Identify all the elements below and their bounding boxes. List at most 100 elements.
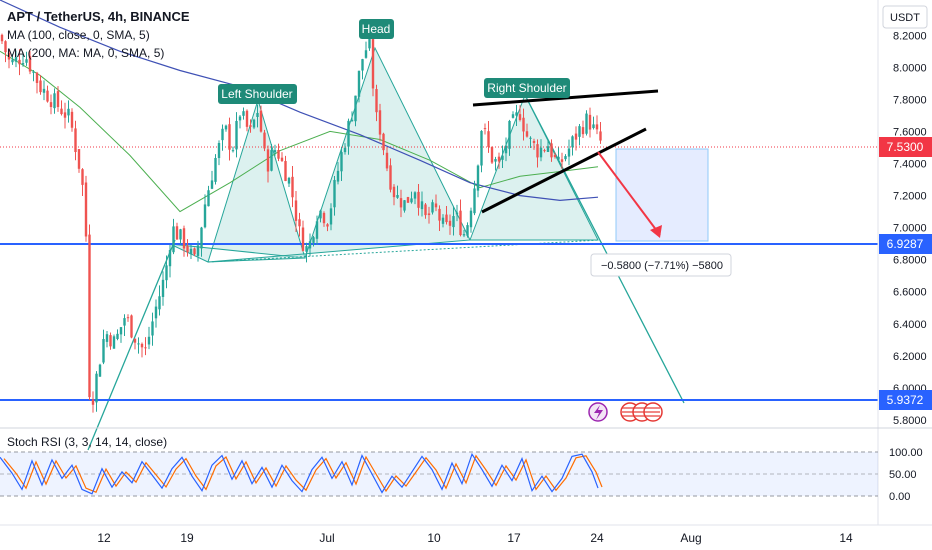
candle-body (494, 159, 497, 162)
candle-body (469, 210, 473, 228)
candle-body (431, 202, 434, 213)
candle-body (245, 110, 249, 127)
candle-body (438, 208, 441, 221)
pattern-group (87, 46, 685, 451)
candle-body (175, 226, 179, 240)
candle-body (543, 150, 546, 152)
price-tick-label: 7.8000 (893, 94, 927, 106)
candle-body (322, 212, 326, 224)
candle-body (382, 133, 385, 151)
candle-body (228, 124, 231, 150)
candle-body (14, 56, 18, 62)
label-head: Head (362, 22, 391, 36)
candle-body (179, 229, 182, 240)
measure-arrow-head (650, 225, 662, 238)
candle-body (256, 112, 259, 117)
candle-body (235, 120, 238, 150)
candle-body (88, 234, 91, 398)
candle-body (427, 213, 431, 216)
candle-body (508, 120, 511, 149)
price-axis-ticks: 8.2000 8.0000 7.8000 7.6000 7.4000 7.2000 7.00… (893, 30, 927, 427)
candle-body (287, 177, 291, 184)
candle-body (385, 152, 389, 169)
candle-body (455, 212, 459, 215)
us-flag-stripes (622, 407, 660, 417)
candle-body (193, 248, 196, 255)
currency-box[interactable] (882, 5, 928, 29)
candle-body (214, 157, 217, 182)
candle-body (599, 131, 602, 141)
candle-body (343, 147, 347, 153)
price-tick-label: 7.2000 (893, 191, 927, 203)
candle-body (487, 131, 490, 147)
candle-body (56, 91, 60, 107)
candle-body (588, 114, 592, 130)
candle-body (483, 128, 487, 130)
candle-body (263, 132, 266, 149)
stoch-rsi-pane[interactable]: 100.00 50.00 0.00 Stoch RSI (3, 3, 14, 14,… (0, 427, 932, 503)
candle-body (154, 306, 158, 319)
candle-body (74, 128, 77, 153)
candle-body (168, 249, 172, 267)
wedge-lower-line[interactable] (481, 127, 647, 214)
candle-body (459, 210, 462, 236)
event-markers[interactable] (588, 402, 663, 422)
candle-body (504, 145, 508, 154)
measure-tooltip-box (590, 253, 732, 277)
candle-body (396, 194, 399, 198)
candle-body (67, 108, 70, 116)
candle-body (399, 198, 403, 208)
candle-body (564, 156, 567, 160)
candle-body (462, 234, 466, 236)
candle-body (319, 210, 322, 219)
candle-body (410, 198, 413, 203)
candle-body (60, 108, 63, 115)
candle-body (347, 120, 350, 147)
candle-body (308, 241, 312, 249)
candle-body (182, 228, 186, 249)
price-tick-label: 7.6000 (893, 126, 927, 138)
price-axis[interactable]: 8.2000 8.0000 7.8000 7.6000 7.4000 7.2000 7.00… (877, 0, 932, 525)
pattern-neck-dotted (207, 239, 601, 263)
candle-body (364, 50, 368, 58)
stoch-tick-label: 50.00 (889, 469, 917, 481)
candle-body (574, 133, 578, 140)
candle-body (298, 219, 301, 227)
candle-body (39, 80, 42, 93)
candle-body (165, 265, 168, 281)
candle-body (525, 131, 529, 137)
ma100-legend[interactable]: MA (100, close, 0, SMA, 5) (7, 28, 150, 42)
candle-body (546, 146, 550, 152)
ma200-legend[interactable]: MA (200, MA: MA, 0, SMA, 5) (7, 46, 164, 60)
current-price-badge (879, 137, 932, 157)
time-axis[interactable]: 12 19 Jul 10 17 24 Aug 14 (0, 524, 932, 545)
stoch-tick-label: 100.00 (889, 447, 923, 459)
candle-body (63, 112, 67, 118)
candle-body (557, 156, 560, 160)
time-tick-label: 19 (180, 531, 194, 545)
candle-body (550, 143, 553, 158)
candle-body (70, 111, 74, 128)
candle-body (361, 59, 364, 71)
candle-body (119, 327, 123, 335)
candle-body (133, 338, 137, 343)
neckline-price-badge (879, 234, 932, 254)
lightning-glyph-icon (594, 405, 603, 420)
candle-body (529, 137, 532, 139)
stoch-tick-label: 0.00 (889, 491, 910, 503)
candle-body (389, 165, 392, 190)
label-right-shoulder-box (484, 78, 570, 98)
candle-body (210, 180, 214, 189)
candle-body (35, 72, 39, 84)
candle-body (147, 336, 151, 345)
candle-body (452, 216, 455, 228)
candle-body (273, 150, 277, 153)
legend: APT / TetherUS, 4h, BINANCE MA (100, clo… (7, 9, 190, 60)
stoch-d-line (3, 454, 603, 493)
symbol-title[interactable]: APT / TetherUS, 4h, BINANCE (7, 9, 190, 24)
candle-body (266, 149, 270, 172)
candle-body (231, 150, 235, 152)
candle-body (105, 334, 109, 342)
candle-body (196, 245, 200, 256)
